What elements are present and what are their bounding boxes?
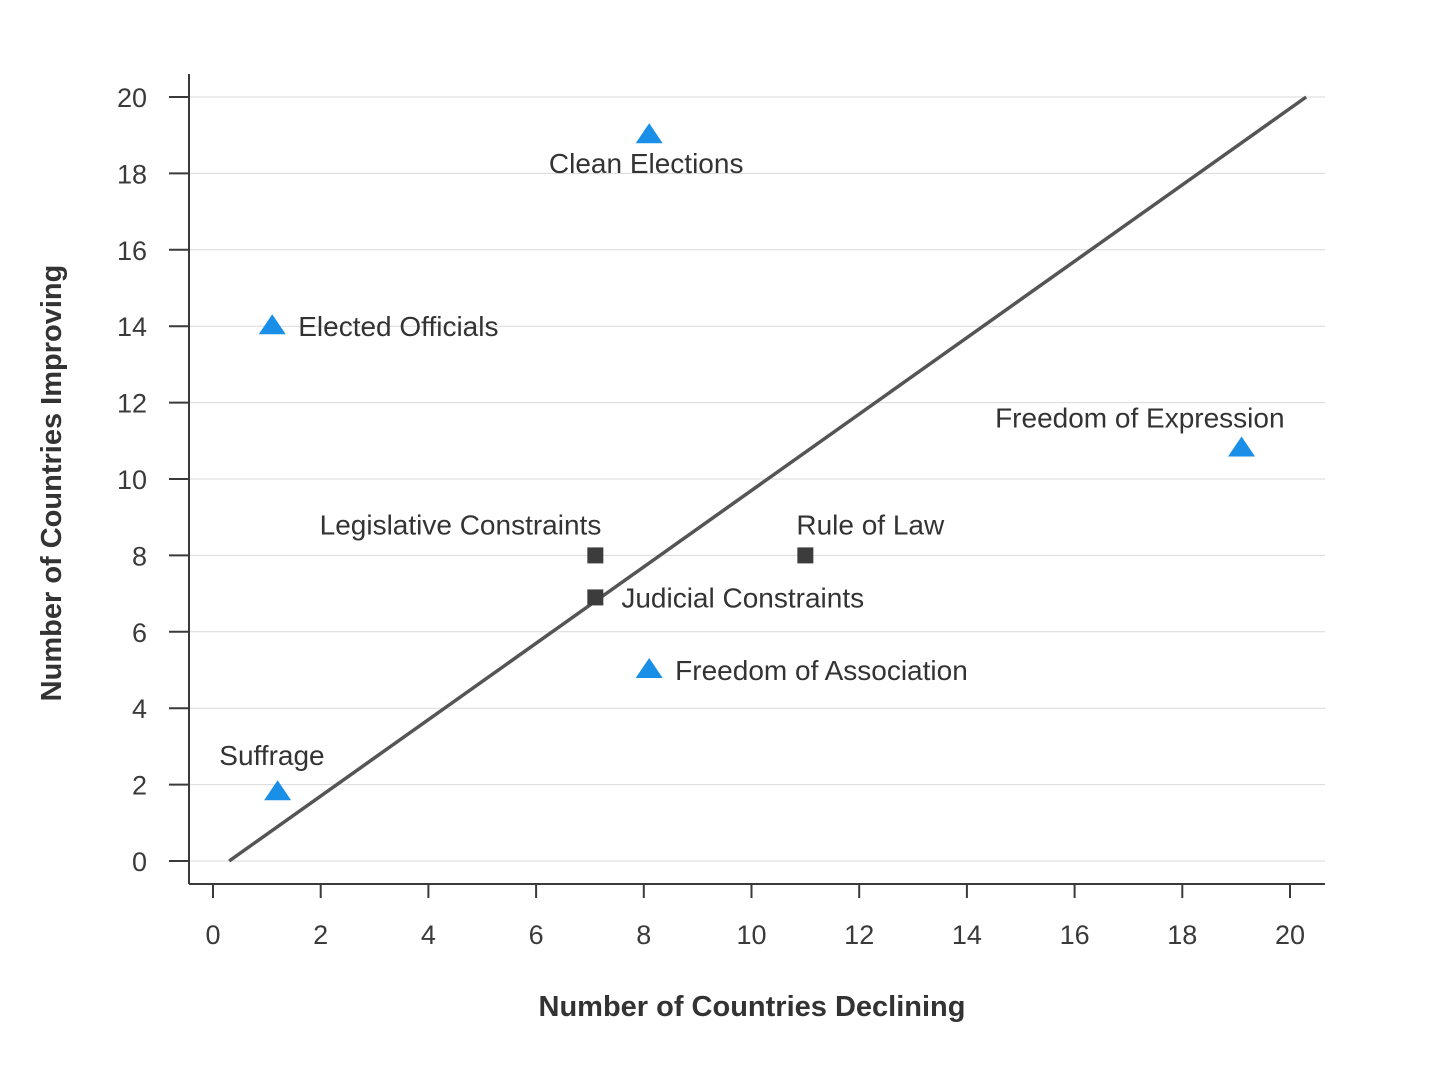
data-point-triangle	[635, 658, 663, 678]
x-tick-label: 18	[1167, 920, 1197, 950]
data-points: Clean Elections Elected Officials Freedom …	[219, 123, 1285, 801]
y-tick-label: 12	[117, 389, 147, 419]
x-tick-label: 8	[636, 920, 651, 950]
x-tick-label: 12	[844, 920, 874, 950]
data-point-label: Freedom of Expression	[995, 402, 1284, 433]
x-tick-label: 0	[205, 920, 220, 950]
data-point-square	[797, 547, 814, 564]
gridlines	[189, 96, 1325, 862]
y-tick-label: 10	[117, 465, 147, 495]
data-point-label: Rule of Law	[796, 509, 945, 540]
x-tick-label: 4	[421, 920, 436, 950]
y-tick-label: 6	[132, 618, 147, 648]
data-point-label: Suffrage	[219, 740, 324, 771]
x-tick-label: 20	[1275, 920, 1305, 950]
data-point-square	[587, 589, 604, 606]
data-point-label: Freedom of Association	[675, 655, 968, 686]
y-axis-title: Number of Countries Improving	[36, 265, 68, 702]
y-tick-label: 8	[132, 541, 147, 571]
x-tick-label: 10	[736, 920, 766, 950]
data-point-triangle	[258, 314, 286, 335]
y-tick-label: 16	[117, 236, 147, 266]
x-tick-label: 14	[952, 920, 982, 950]
y-tick-label: 2	[132, 771, 147, 801]
data-point-triangle	[635, 123, 663, 144]
data-point-label: Judicial Constraints	[621, 582, 864, 613]
data-point-label: Legislative Constraints	[320, 509, 602, 540]
data-point-triangle	[1228, 436, 1256, 457]
x-tick-label: 16	[1060, 920, 1090, 950]
y-tick-label: 4	[132, 694, 147, 724]
reference-line-group	[228, 95, 1308, 863]
x-axis-title: Number of Countries Declining	[539, 991, 966, 1023]
reference-line	[228, 95, 1308, 863]
y-tick-label: 14	[117, 312, 147, 342]
data-point-label: Clean Elections	[549, 148, 744, 179]
data-point-square	[587, 547, 604, 564]
ticks: 0 2 4 6 8 10 12 14 16 18 20 0 2 4 6 8 10 12 14 16 18 20	[117, 83, 1305, 950]
y-tick-label: 18	[117, 159, 147, 189]
y-tick-label: 0	[132, 847, 147, 877]
data-point-label: Elected Officials	[298, 311, 498, 342]
x-tick-label: 2	[313, 920, 328, 950]
x-tick-label: 6	[529, 920, 544, 950]
data-point-triangle	[264, 780, 292, 801]
y-tick-label: 20	[117, 83, 147, 113]
